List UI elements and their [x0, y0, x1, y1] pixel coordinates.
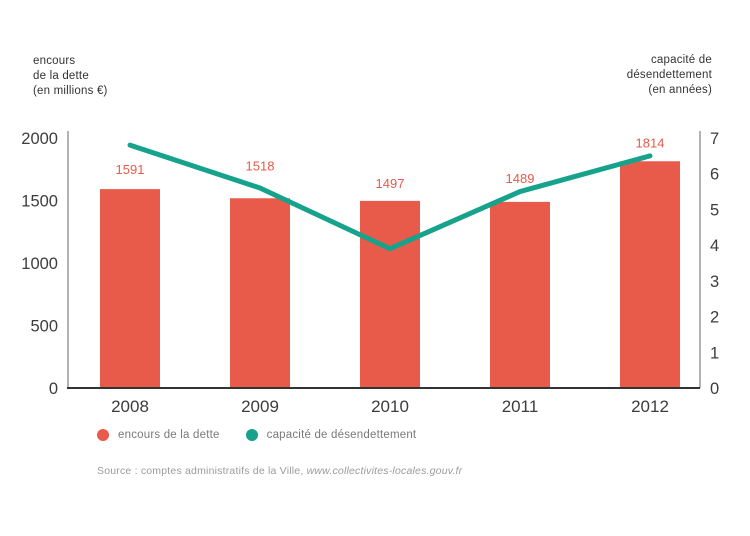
bar-value-label-2012: 1814	[636, 135, 665, 150]
x-axis-label-2008: 2008	[111, 397, 149, 416]
bar-value-label-2011: 1489	[506, 171, 535, 186]
right-axis-tick-1: 1	[710, 344, 719, 362]
legend-dot-teal-icon	[245, 429, 258, 441]
right-axis-tick-0: 0	[710, 380, 719, 398]
left-axis-tick-1000: 1000	[21, 255, 58, 273]
x-axis-label-2010: 2010	[371, 397, 409, 416]
left-axis-tick-500: 500	[30, 318, 58, 336]
bar-value-label-2008: 1591	[116, 162, 145, 177]
right-axis-tick-6: 6	[710, 166, 719, 184]
bar-2009	[230, 198, 290, 388]
bar-2010	[360, 200, 420, 388]
legend-dot-red-icon	[97, 429, 109, 441]
source-text: Source : comptes administratifs de la Vi…	[97, 465, 307, 477]
right-axis-title: capacité de désendettement (en années)	[627, 53, 712, 98]
legend-label-encours: encours de la dette	[118, 429, 220, 441]
x-axis-label-2012: 2012	[631, 397, 669, 416]
left-axis-tick-2000: 2000	[21, 130, 58, 148]
right-axis-title-line2: désendettement	[626, 69, 712, 81]
left-axis-title-line3: (en millions €)	[33, 85, 108, 97]
x-axis-label-2009: 2009	[241, 397, 279, 416]
bar-2012	[620, 161, 680, 388]
legend-label-capacite: capacité de désendettement	[266, 429, 417, 441]
left-axis-title-line2: de la dette	[33, 70, 89, 82]
left-axis-title: encours de la dette (en millions €)	[33, 54, 108, 99]
right-axis-tick-7: 7	[710, 130, 719, 148]
right-axis-tick-5: 5	[710, 201, 719, 219]
bar-2011	[490, 201, 550, 388]
bar-value-label-2009: 1518	[246, 158, 275, 173]
source-note: Source : comptes administratifs de la Vi…	[97, 465, 462, 477]
left-axis-tick-0: 0	[49, 380, 58, 398]
left-axis-tick-1500: 1500	[21, 193, 58, 211]
bar-2008	[100, 189, 160, 388]
legend: encours de la dette capacité de désendet…	[97, 429, 416, 441]
right-axis-title-line3: (en années)	[648, 84, 712, 96]
right-axis-tick-4: 4	[710, 237, 719, 255]
capacity-line	[127, 142, 653, 252]
right-axis-tick-2: 2	[710, 309, 719, 327]
legend-item-capacite: capacité de désendettement	[245, 429, 417, 441]
right-axis-tick-3: 3	[710, 273, 719, 291]
source-link: www.collectivites-locales.gouv.fr	[306, 465, 463, 477]
legend-item-encours: encours de la dette	[97, 429, 220, 441]
left-axis-title-line1: encours	[33, 55, 76, 67]
bar-value-label-2010: 1497	[376, 176, 405, 191]
right-axis-title-line1: capacité de	[650, 54, 712, 66]
x-axis-label-2011: 2011	[502, 397, 539, 416]
